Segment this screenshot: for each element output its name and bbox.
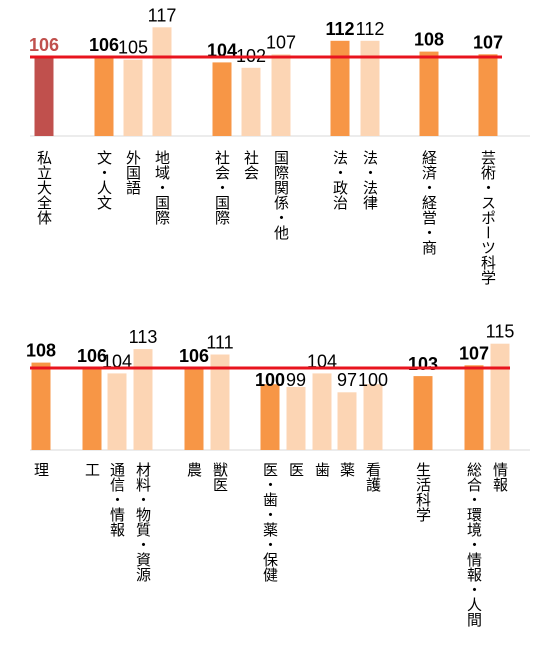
chart-panel-bottom: 108 理 106 工 104 通信・情報 113 材料・物質・資源 106 農 111 獣医 100 医…	[26, 322, 530, 628]
bar	[413, 376, 433, 450]
bar	[419, 51, 439, 136]
data-label: 111	[206, 333, 233, 353]
category-label: 薬	[338, 462, 356, 477]
data-label: 100	[255, 370, 285, 390]
category-label: 看護	[364, 462, 382, 492]
bar	[123, 59, 143, 137]
category-label: 材料・物質・資源	[134, 462, 152, 582]
bar	[260, 384, 280, 450]
bar	[133, 349, 153, 450]
data-label: 107	[266, 32, 296, 52]
category-label: 理	[32, 462, 50, 477]
category-label: 芸術・スポーツ科学	[479, 150, 497, 285]
category-label: 工	[83, 462, 101, 477]
data-label: 115	[486, 322, 515, 342]
bar	[152, 27, 172, 136]
data-label: 108	[26, 341, 56, 361]
data-label: 104	[102, 351, 132, 371]
data-label: 117	[148, 5, 177, 25]
data-label: 105	[118, 38, 148, 58]
bar	[184, 368, 204, 450]
category-label: 医・歯・薬・保健	[261, 462, 279, 583]
category-label: 地域・国際	[153, 150, 171, 225]
data-label: 106	[29, 35, 59, 55]
category-label: 生活科学	[414, 462, 432, 522]
category-label: 文・人文	[95, 150, 113, 210]
bar	[34, 57, 54, 136]
category-label: 社会	[242, 150, 260, 180]
bar	[94, 57, 114, 136]
chart-panel-top: 106私立大全体106文・人文105外国語117地域・国際104社会・国際102…	[29, 5, 530, 285]
bar	[212, 62, 232, 136]
data-label: 106	[179, 346, 209, 366]
bar	[360, 40, 380, 136]
data-label: 100	[358, 370, 388, 390]
data-label: 112	[325, 19, 354, 39]
bar	[490, 343, 510, 450]
data-label: 103	[408, 354, 438, 374]
data-label: 97	[337, 370, 357, 390]
bar	[464, 365, 484, 450]
data-label: 108	[414, 30, 444, 50]
bar	[107, 373, 127, 450]
category-label: 総合・環境・情報・人間	[465, 462, 483, 628]
bar	[312, 373, 332, 450]
bar	[330, 40, 350, 136]
bar	[82, 368, 102, 450]
category-label: 農	[185, 462, 203, 477]
bar	[337, 392, 357, 450]
data-label: 113	[129, 327, 158, 347]
category-label: 通信・情報	[108, 462, 126, 537]
bar	[210, 354, 230, 450]
bar	[363, 384, 383, 450]
bar	[478, 54, 498, 136]
bar	[31, 362, 51, 450]
category-label: 歯	[313, 462, 331, 477]
data-label: 107	[459, 343, 489, 363]
category-label: 私立大全体	[35, 150, 53, 225]
category-label: 国際関係・他	[272, 150, 290, 241]
category-label: 法・法律	[361, 150, 379, 210]
data-label: 99	[286, 370, 306, 390]
category-label: 経済・経営・商	[420, 150, 438, 255]
data-label: 106	[77, 346, 107, 366]
category-label: 法・政治	[331, 150, 349, 210]
category-label: 獣医	[211, 462, 229, 492]
data-label: 107	[473, 32, 503, 52]
category-label: 医	[287, 462, 305, 477]
bar	[271, 54, 291, 136]
bar	[286, 386, 306, 450]
category-label: 社会・国際	[213, 150, 231, 225]
data-label: 104	[307, 351, 337, 371]
bar	[241, 67, 261, 136]
data-label: 112	[356, 19, 385, 39]
category-label: 情報	[491, 462, 509, 492]
category-label: 外国語	[124, 150, 142, 195]
data-label: 106	[89, 35, 119, 55]
data-label: 104	[207, 40, 237, 60]
